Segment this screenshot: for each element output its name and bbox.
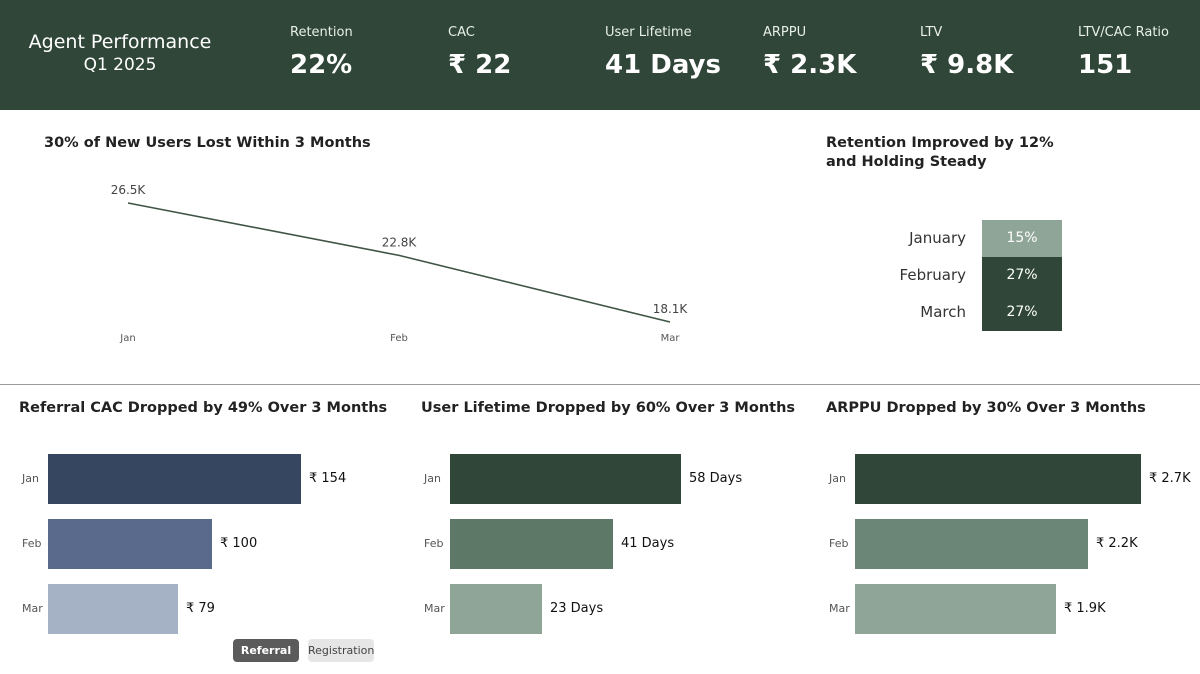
bar xyxy=(48,454,301,504)
bar-value-label: ₹ 2.2K xyxy=(1096,536,1138,551)
retention-value-cell: 27% xyxy=(982,294,1062,331)
kpi-label: LTV xyxy=(920,25,943,40)
retention-month: March xyxy=(920,303,966,321)
cac-chart-title: Referral CAC Dropped by 49% Over 3 Month… xyxy=(19,400,388,416)
bar-row: Mar ₹ 79 xyxy=(22,584,402,634)
bar-category-label: Jan xyxy=(424,472,441,485)
bar-row: Jan ₹ 154 xyxy=(22,454,402,504)
bar xyxy=(450,519,613,569)
lifetime-chart-title: User Lifetime Dropped by 60% Over 3 Mont… xyxy=(421,400,796,416)
users-chart-title: 30% of New Users Lost Within 3 Months xyxy=(44,135,371,151)
users-series-line xyxy=(127,202,671,323)
bar-row: Jan ₹ 2.7K xyxy=(829,454,1199,504)
bar-category-label: Feb xyxy=(22,537,42,550)
bar-row: Feb ₹ 2.2K xyxy=(829,519,1199,569)
kpi-value: 22% xyxy=(290,50,353,80)
users-data-label: 18.1K xyxy=(653,302,689,316)
kpi-label: CAC xyxy=(448,25,475,40)
retention-row-march: March 27% xyxy=(860,294,1062,331)
bar-category-label: Jan xyxy=(829,472,846,485)
kpi-value: ₹ 22 xyxy=(448,50,512,80)
referral-cac-bar-chart: Jan ₹ 154 Feb ₹ 100 Mar ₹ 79 xyxy=(22,454,402,634)
bar-row: Mar ₹ 1.9K xyxy=(829,584,1199,634)
kpi-label: LTV/CAC Ratio xyxy=(1078,25,1169,40)
retention-month: February xyxy=(899,266,966,284)
kpi-arppu: ARPPU ₹ 2.3K xyxy=(763,24,856,82)
kpi-cac: CAC ₹ 22 xyxy=(448,24,511,82)
users-x-tick-label: Feb xyxy=(390,333,408,344)
bar-value-label: 23 Days xyxy=(550,601,604,616)
kpi-value: 41 Days xyxy=(605,50,721,80)
retention-title: Retention Improved by 12% and Holding St… xyxy=(826,134,1054,172)
retention-title-line1: Retention Improved by 12% xyxy=(826,135,1054,151)
registration-toggle-button[interactable]: Registration xyxy=(308,639,374,662)
kpi-value: ₹ 2.3K xyxy=(763,50,857,80)
kpi-user-lifetime: User Lifetime 41 Days xyxy=(605,24,721,82)
bar-row: Jan 58 Days xyxy=(424,454,804,504)
referral-toggle-button[interactable]: Referral xyxy=(233,639,299,662)
users-x-tick-label: Jan xyxy=(119,333,135,344)
bar-category-label: Jan xyxy=(22,472,39,485)
kpi-label: User Lifetime xyxy=(605,25,692,40)
bar-category-label: Feb xyxy=(424,537,444,550)
kpi-label: Retention xyxy=(290,25,353,40)
retention-month: January xyxy=(909,229,966,247)
kpi-value: ₹ 9.8K xyxy=(920,50,1014,80)
bar-value-label: ₹ 1.9K xyxy=(1064,601,1106,616)
kpi-header: Agent Performance Q1 2025 Retention 22% … xyxy=(0,0,1200,110)
bar xyxy=(855,584,1056,634)
arppu-bar-chart: Jan ₹ 2.7K Feb ₹ 2.2K Mar ₹ 1.9K xyxy=(829,454,1199,634)
retention-value-cell: 15% xyxy=(982,220,1062,257)
bar xyxy=(450,584,542,634)
bar-value-label: ₹ 100 xyxy=(220,536,258,551)
report-title-block: Agent Performance Q1 2025 xyxy=(20,30,220,76)
users-data-label: 26.5K xyxy=(111,183,147,197)
bar-value-label: ₹ 79 xyxy=(186,601,215,616)
user-lifetime-bar-chart: Jan 58 Days Feb 41 Days Mar 23 Days xyxy=(424,454,804,634)
arppu-chart-title: ARPPU Dropped by 30% Over 3 Months xyxy=(826,400,1146,416)
retention-row-january: January 15% xyxy=(860,220,1062,257)
bar-category-label: Mar xyxy=(829,602,850,615)
section-divider xyxy=(0,384,1200,385)
kpi-ltv: LTV ₹ 9.8K xyxy=(920,24,1013,82)
bar-category-label: Feb xyxy=(829,537,849,550)
bar xyxy=(855,519,1088,569)
report-title: Agent Performance xyxy=(28,31,212,53)
retention-value-cell: 27% xyxy=(982,257,1062,294)
bar-row: Mar 23 Days xyxy=(424,584,804,634)
bar xyxy=(48,584,178,634)
bar xyxy=(48,519,212,569)
new-users-line-chart: 26.5K 22.8K 18.1K Jan Feb Mar xyxy=(111,183,689,344)
report-period: Q1 2025 xyxy=(83,55,157,75)
bar-row: Feb ₹ 100 xyxy=(22,519,402,569)
kpi-label: ARPPU xyxy=(763,25,807,40)
bar-value-label: 41 Days xyxy=(621,536,675,551)
bar-value-label: ₹ 2.7K xyxy=(1149,471,1191,486)
kpi-ltv-cac-ratio: LTV/CAC Ratio 151 xyxy=(1078,24,1169,82)
bar-category-label: Mar xyxy=(22,602,43,615)
users-data-label: 22.8K xyxy=(382,235,418,249)
kpi-value: 151 xyxy=(1078,50,1133,80)
bar xyxy=(855,454,1141,504)
retention-row-february: February 27% xyxy=(860,257,1062,294)
retention-title-line2: and Holding Steady xyxy=(826,154,987,170)
bar-value-label: 58 Days xyxy=(689,471,743,486)
kpi-retention: Retention 22% xyxy=(290,24,353,82)
bar-value-label: ₹ 154 xyxy=(309,471,347,486)
bar xyxy=(450,454,681,504)
users-x-tick-label: Mar xyxy=(661,333,681,344)
bar-row: Feb 41 Days xyxy=(424,519,804,569)
bar-category-label: Mar xyxy=(424,602,445,615)
